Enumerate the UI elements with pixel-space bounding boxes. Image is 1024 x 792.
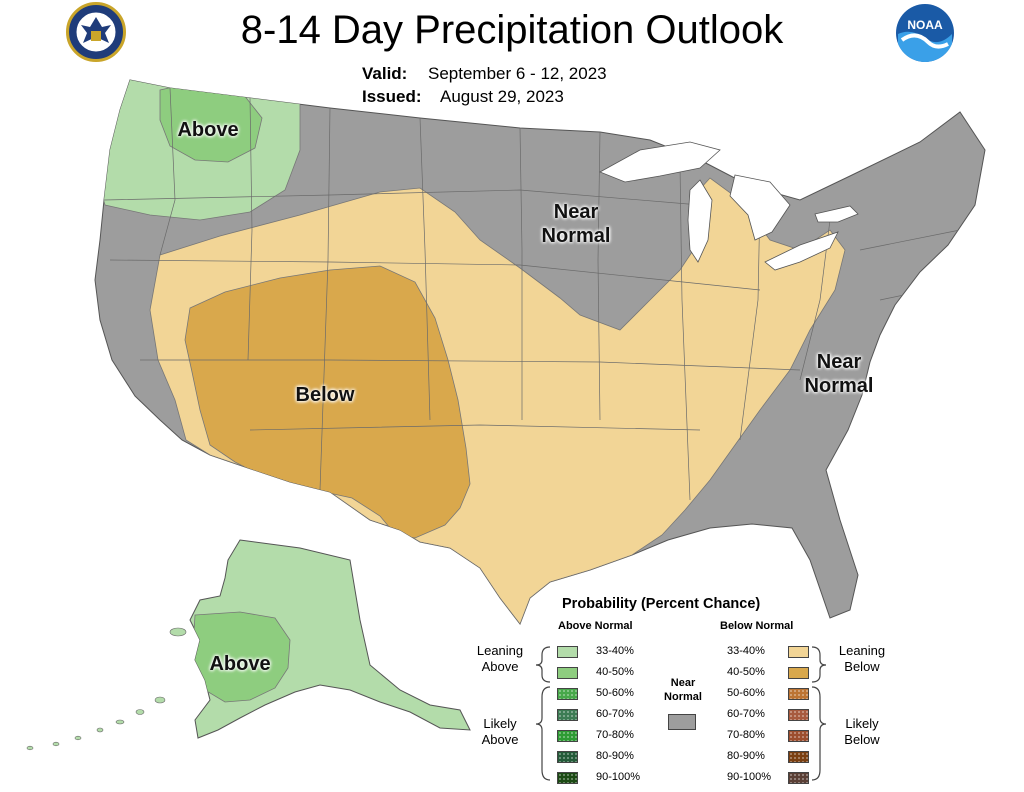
legend-below-header: Below Normal [720, 620, 794, 632]
legend-above-label-2: 50-60% [596, 687, 634, 699]
legend-below-label-2: 50-60% [727, 687, 765, 699]
legend-below-swatch-6 [788, 772, 809, 784]
legend-below-swatch-1 [788, 667, 809, 679]
legend-above-swatch-3 [557, 709, 578, 721]
likely-below-label: Likely Below [844, 716, 880, 747]
lake-huron [729, 174, 791, 241]
leaning-below-label: Leaning Below [838, 643, 886, 674]
legend-below-label-3: 60-70% [727, 708, 765, 720]
great-lakes [599, 141, 859, 271]
legend-above-label-5: 80-90% [596, 750, 634, 762]
legend-above-swatch-5 [557, 751, 578, 763]
lake-superior [599, 141, 721, 183]
legend-brackets [535, 646, 827, 781]
noaa-logo-icon: NOAA [896, 4, 954, 62]
legend-below-swatch-3 [788, 709, 809, 721]
valid-row: Valid: September 6 - 12, 2023 [362, 64, 607, 84]
legend-below-label-1: 40-50% [727, 666, 765, 678]
valid-label: Valid: [362, 64, 408, 83]
legend-title: Probability (Percent Chance) [562, 596, 761, 612]
legend-above-label-6: 90-100% [596, 771, 641, 783]
alaska-map [26, 539, 471, 751]
valid-value: September 6 - 12, 2023 [428, 64, 607, 83]
alaska-islands [26, 627, 187, 751]
legend-above-swatch-0 [557, 646, 578, 658]
legend-below-label-5: 80-90% [727, 750, 765, 762]
legend-above-swatch-4 [557, 730, 578, 742]
legend-above-label-0: 33-40% [596, 645, 634, 657]
map-title: 8-14 Day Precipitation Outlook [240, 8, 784, 52]
legend-swatch-near-normal [668, 714, 696, 730]
legend-above-swatch-1 [557, 667, 578, 679]
legend-above-label-4: 70-80% [596, 729, 634, 741]
below-40-50-area [184, 265, 471, 539]
region-label-east: Near Normal [804, 351, 874, 397]
legend-near-normal-label: Near Normal [664, 677, 702, 703]
legend-below-swatch-4 [788, 730, 809, 742]
region-label-southwest: Below [295, 384, 355, 406]
region-label-northwest: Above [177, 119, 239, 141]
issued-label: Issued: [362, 87, 422, 106]
legend-below-label-4: 70-80% [727, 729, 765, 741]
conus-map [94, 79, 986, 626]
lake-michigan [687, 179, 713, 263]
issued-row: Issued: August 29, 2023 [362, 87, 564, 107]
legend-above-label-1: 40-50% [596, 666, 634, 678]
legend-below-swatch-2 [788, 688, 809, 700]
region-label-midwest: Near Normal [541, 201, 611, 247]
legend-above-label-3: 60-70% [596, 708, 634, 720]
likely-above-label: Likely Above [481, 716, 519, 747]
lake-erie [764, 231, 839, 271]
leaning-above-label: Leaning Above [476, 643, 524, 674]
legend-below-swatch-0 [788, 646, 809, 658]
region-label-alaska: Above [209, 653, 271, 675]
legend-below-label-0: 33-40% [727, 645, 765, 657]
legend-below-label-6: 90-100% [727, 771, 772, 783]
lake-ontario [814, 205, 859, 223]
legend-above-swatch-2 [557, 688, 578, 700]
department-of-commerce-seal-icon [66, 2, 126, 62]
legend-above-swatch-6 [557, 772, 578, 784]
state-borders [103, 87, 976, 501]
issued-value: August 29, 2023 [440, 87, 564, 106]
legend-below-swatch-5 [788, 751, 809, 763]
legend-above-header: Above Normal [558, 620, 633, 632]
noaa-logo-text: NOAA [907, 18, 943, 32]
